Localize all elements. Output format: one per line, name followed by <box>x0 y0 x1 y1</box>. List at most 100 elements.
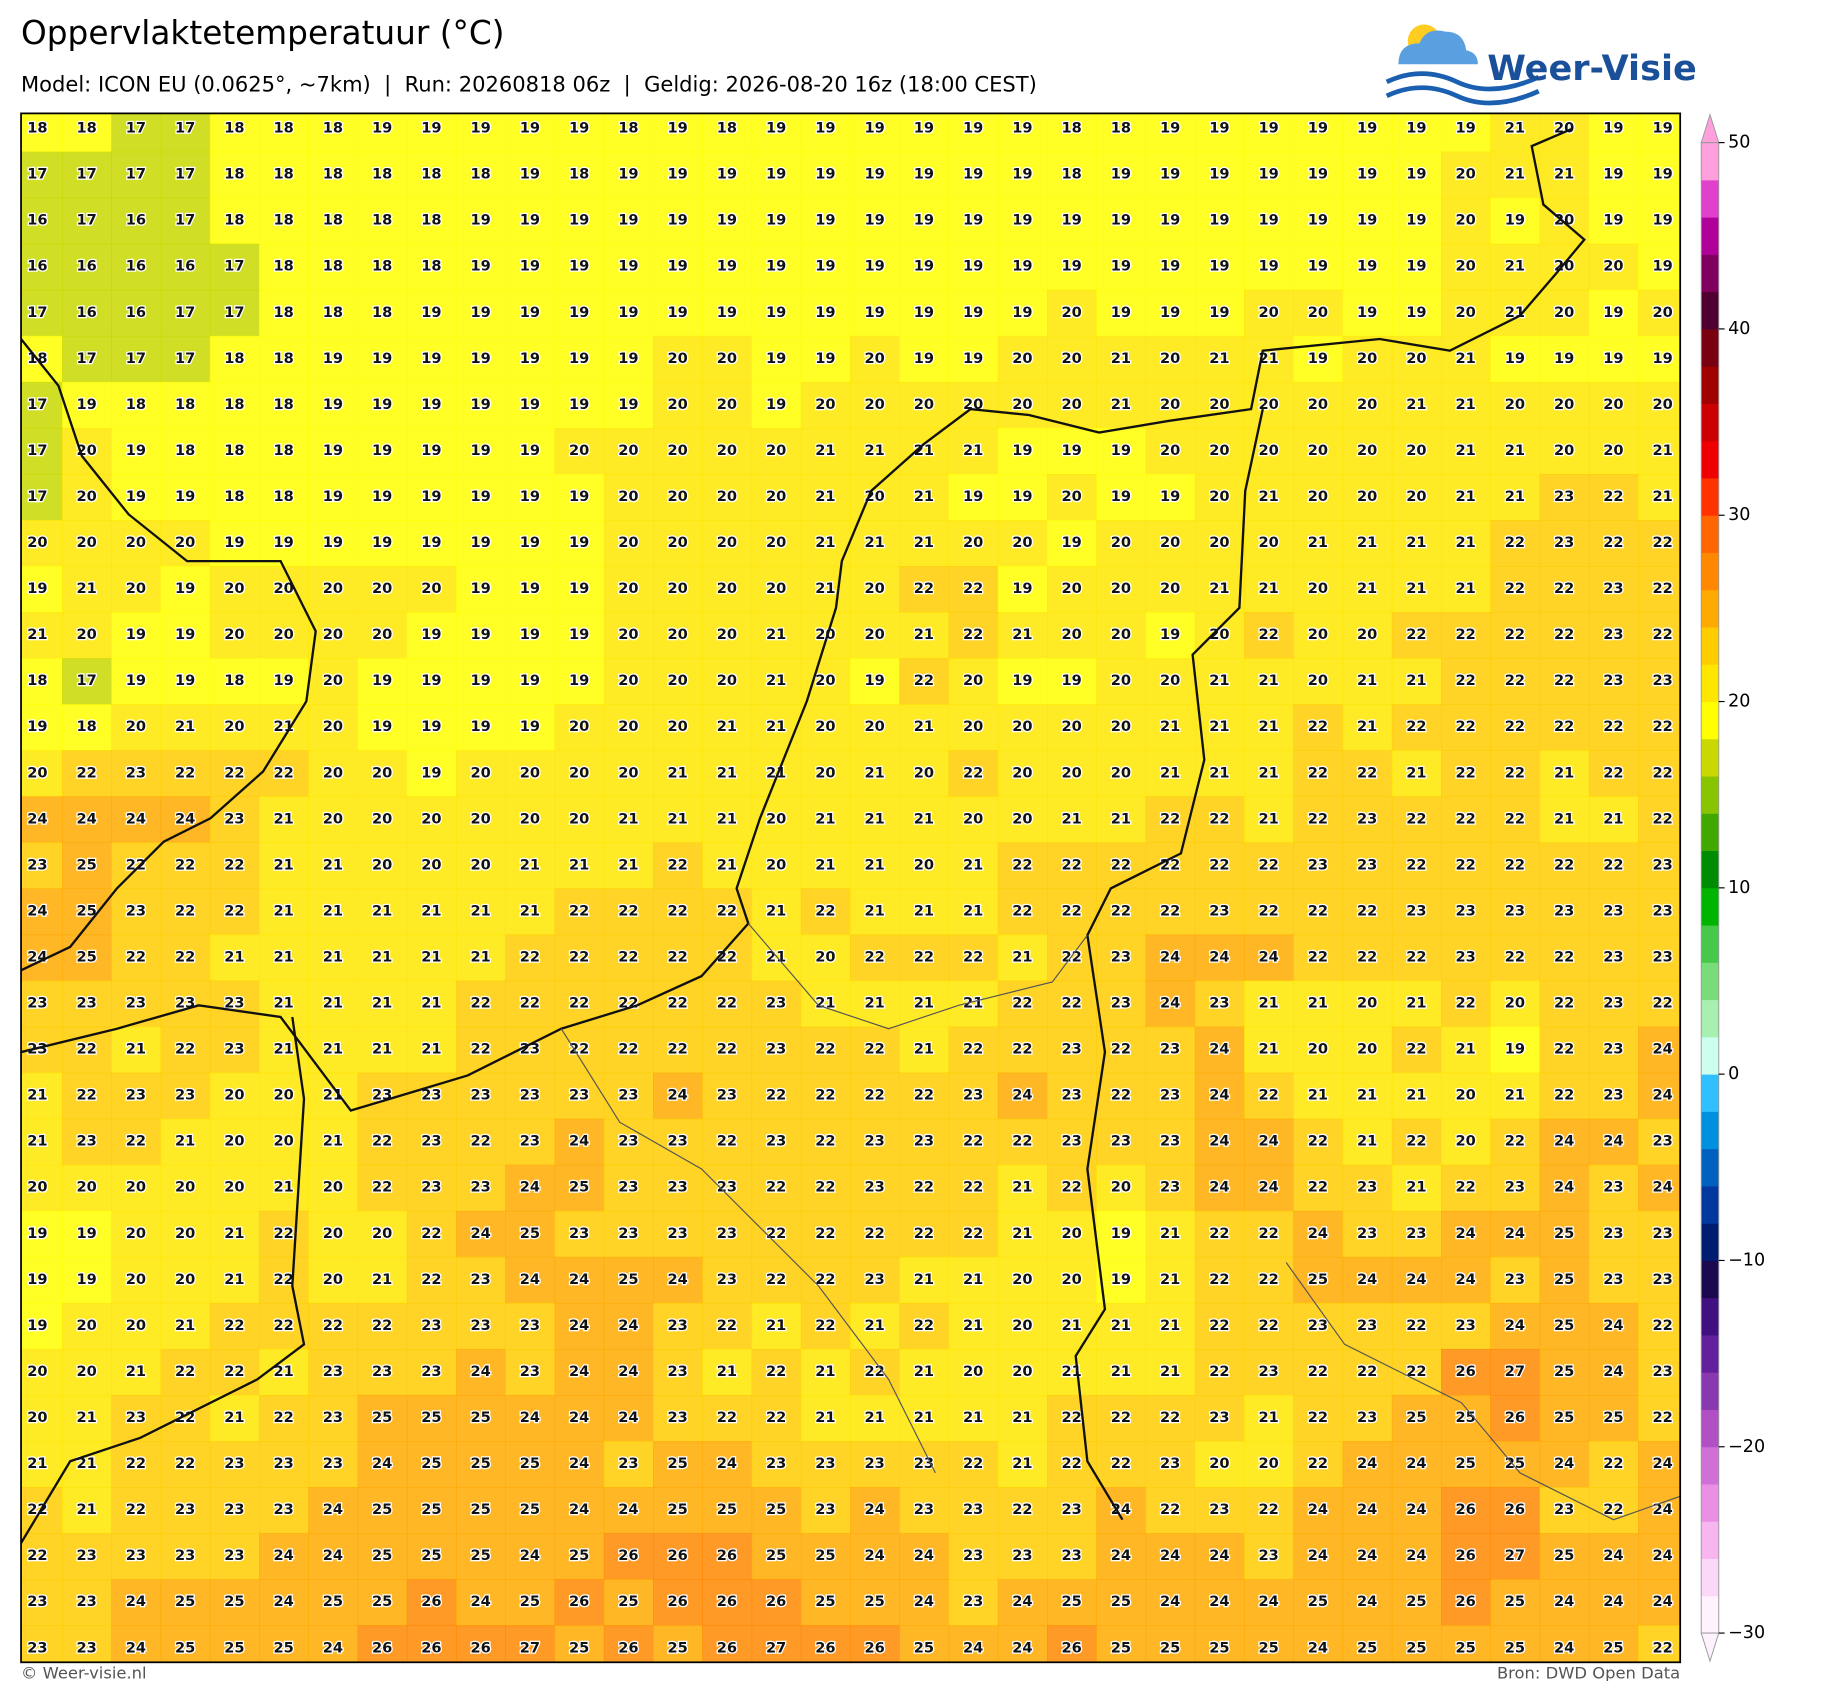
temperature-cell <box>653 888 703 936</box>
temperature-cell <box>357 1302 408 1350</box>
temperature-label: 23 <box>1209 1409 1229 1426</box>
temperature-label: 19 <box>421 120 441 137</box>
temperature-label: 18 <box>27 672 47 689</box>
temperature-cell <box>997 934 1048 982</box>
temperature-cell <box>899 151 950 199</box>
temperature-label: 22 <box>1505 580 1525 597</box>
temperature-label: 22 <box>1554 949 1574 966</box>
temperature-cell <box>702 750 753 798</box>
temperature-label: 20 <box>27 1363 47 1380</box>
temperature-cell <box>357 520 408 567</box>
temperature-label: 19 <box>1012 672 1032 689</box>
temperature-label: 20 <box>1111 718 1131 735</box>
temperature-cell <box>1441 1164 1491 1212</box>
temperature-cell <box>259 658 309 705</box>
temperature-cell <box>505 888 556 936</box>
temperature-label: 19 <box>766 304 786 321</box>
temperature-cell <box>1539 796 1590 844</box>
temperature-label: 21 <box>421 1041 441 1058</box>
temperature-label: 23 <box>470 1271 490 1288</box>
temperature-cell <box>62 1072 112 1120</box>
temperature-label: 22 <box>1160 1409 1180 1426</box>
temperature-label: 24 <box>1603 1317 1623 1334</box>
temperature-label: 25 <box>1455 1409 1475 1426</box>
temperature-label: 20 <box>1455 212 1475 229</box>
temperature-cell <box>160 1026 211 1074</box>
temperature-cell <box>21 980 63 1028</box>
temperature-label: 19 <box>27 1317 47 1334</box>
temperature-label: 24 <box>618 1501 638 1518</box>
temperature-label: 20 <box>323 626 343 643</box>
temperature-cell <box>997 842 1048 890</box>
temperature-cell <box>259 151 309 199</box>
temperature-label: 20 <box>520 764 540 781</box>
temperature-cell <box>505 289 556 337</box>
temperature-label: 23 <box>421 1363 441 1380</box>
temperature-label: 20 <box>667 580 687 597</box>
temperature-label: 19 <box>372 534 392 551</box>
temperature-cell <box>1047 243 1097 291</box>
temperature-cell <box>850 335 900 383</box>
temperature-cell <box>62 197 112 245</box>
temperature-cell <box>259 888 309 936</box>
temperature-cell <box>1490 796 1541 844</box>
temperature-cell <box>751 381 802 429</box>
temperature-label: 20 <box>1012 1363 1032 1380</box>
temperature-label: 23 <box>372 1363 392 1380</box>
temperature-cell <box>456 704 506 751</box>
temperature-label: 19 <box>667 212 687 229</box>
temperature-label: 22 <box>1258 1225 1278 1242</box>
temperature-cell <box>160 381 211 429</box>
temperature-cell <box>1539 1210 1590 1258</box>
temperature-cell <box>160 113 211 153</box>
temperature-cell <box>357 243 408 291</box>
temperature-cell <box>1539 1072 1590 1120</box>
temperature-cell <box>209 658 260 705</box>
temperature-label: 23 <box>1652 1363 1672 1380</box>
temperature-label: 25 <box>76 949 96 966</box>
temperature-label: 19 <box>1012 488 1032 505</box>
temperature-label: 22 <box>1554 1041 1574 1058</box>
temperature-label: 19 <box>1603 350 1623 367</box>
temperature-cell <box>209 520 260 567</box>
temperature-cell <box>1145 704 1196 751</box>
temperature-label: 17 <box>126 350 146 367</box>
temperature-label: 21 <box>766 1317 786 1334</box>
temperature-label: 19 <box>421 764 441 781</box>
temperature-label: 20 <box>1012 1317 1032 1334</box>
temperature-label: 21 <box>175 1133 195 1150</box>
temperature-cell <box>111 113 162 153</box>
temperature-cell <box>1539 520 1590 567</box>
temperature-cell <box>1441 197 1491 245</box>
colorbar-segment <box>1701 1297 1719 1336</box>
temperature-label: 24 <box>520 1271 540 1288</box>
temperature-cell <box>554 289 605 337</box>
temperature-label: 21 <box>963 902 983 919</box>
temperature-label: 18 <box>224 120 244 137</box>
temperature-label: 22 <box>1308 1455 1328 1472</box>
temperature-label: 19 <box>1308 258 1328 275</box>
temperature-label: 19 <box>1160 120 1180 137</box>
temperature-cell <box>1244 113 1294 153</box>
temperature-cell <box>1244 335 1294 383</box>
temperature-label: 26 <box>815 1639 835 1656</box>
temperature-cell <box>653 1164 703 1212</box>
temperature-label: 24 <box>323 1547 343 1564</box>
temperature-cell <box>751 1348 802 1396</box>
temperature-cell <box>357 289 408 337</box>
temperature-cell <box>1096 151 1147 199</box>
temperature-label: 21 <box>1357 1087 1377 1104</box>
temperature-cell <box>21 658 63 705</box>
temperature-cell <box>948 427 999 475</box>
temperature-label: 25 <box>1406 1409 1426 1426</box>
temperature-label: 20 <box>175 1271 195 1288</box>
temperature-label: 19 <box>1603 120 1623 137</box>
temperature-cell <box>456 1302 506 1350</box>
temperature-label: 22 <box>1111 1409 1131 1426</box>
temperature-cell <box>1293 1302 1344 1350</box>
temperature-label: 24 <box>520 1547 540 1564</box>
temperature-label: 20 <box>766 534 786 551</box>
temperature-cell <box>1441 750 1491 798</box>
temperature-label: 23 <box>27 856 47 873</box>
temperature-cell <box>1391 289 1442 337</box>
